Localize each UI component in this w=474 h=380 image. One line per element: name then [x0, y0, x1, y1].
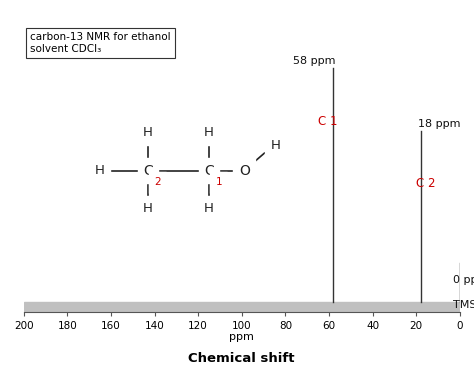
- Text: C: C: [204, 163, 214, 177]
- Text: TMS: TMS: [453, 300, 474, 310]
- Text: carbon-13 NMR for ethanol
solvent CDCl₃: carbon-13 NMR for ethanol solvent CDCl₃: [30, 32, 171, 54]
- Text: H: H: [204, 126, 214, 139]
- X-axis label: ppm: ppm: [229, 332, 254, 342]
- Text: C: C: [143, 163, 153, 177]
- Text: H: H: [204, 202, 214, 215]
- Text: C 1: C 1: [318, 115, 337, 128]
- Text: H: H: [143, 126, 153, 139]
- Text: C 2: C 2: [416, 177, 436, 190]
- Text: 0 ppm: 0 ppm: [453, 274, 474, 285]
- Text: O: O: [239, 163, 250, 177]
- Bar: [24, 302, 460, 312]
- Text: H: H: [271, 139, 281, 152]
- Text: 18 ppm: 18 ppm: [419, 119, 461, 128]
- Text: 58 ppm: 58 ppm: [293, 56, 336, 66]
- Text: H: H: [95, 164, 105, 177]
- Text: Chemical shift: Chemical shift: [189, 352, 295, 364]
- Text: 2: 2: [154, 177, 161, 187]
- Text: H: H: [143, 202, 153, 215]
- Text: 1: 1: [215, 177, 222, 187]
